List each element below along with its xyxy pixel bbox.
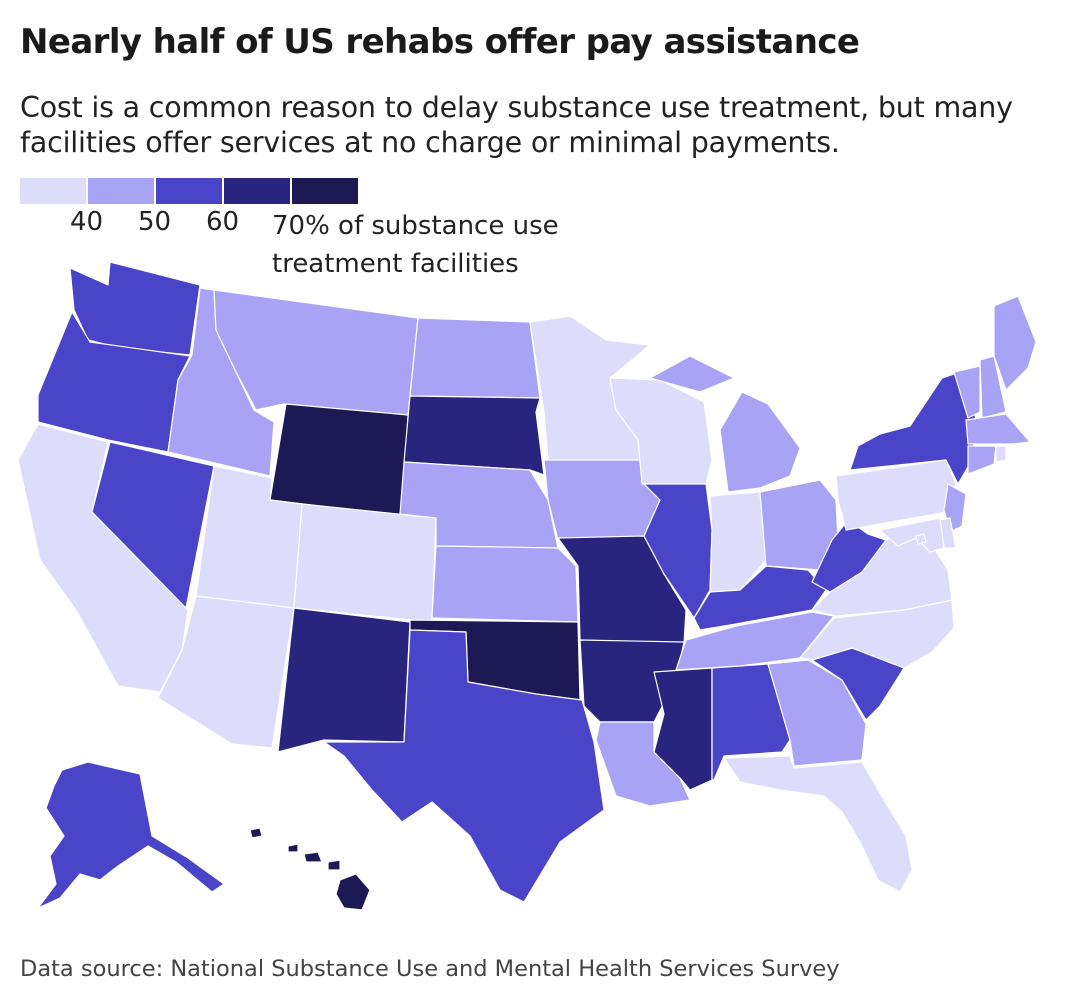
chart-subtitle: Cost is a common reason to delay substan… xyxy=(20,91,1013,159)
state-me xyxy=(993,295,1037,391)
state-wa xyxy=(69,261,201,356)
state-nd xyxy=(409,317,541,399)
state-wv xyxy=(811,519,887,593)
state-nm xyxy=(277,607,411,753)
state-ga xyxy=(767,659,867,767)
state-ak xyxy=(37,761,225,909)
state-vt xyxy=(953,365,981,419)
state-mi xyxy=(649,355,801,493)
chart-title: Nearly half of US rehabs offer pay assis… xyxy=(20,22,860,62)
state-hi xyxy=(249,827,371,911)
state-md xyxy=(879,517,945,553)
data-source-note: Data source: National Substance Use and … xyxy=(20,956,840,982)
legend-swatch-1 xyxy=(20,178,86,204)
legend-swatch-4 xyxy=(224,178,290,204)
state-wy xyxy=(269,403,409,517)
state-nh xyxy=(979,355,1007,419)
state-nc xyxy=(799,599,955,669)
state-ct xyxy=(967,445,997,475)
legend-tick-40: 40 xyxy=(70,207,104,237)
state-tx xyxy=(323,629,605,903)
state-ri xyxy=(995,445,1007,463)
state-ks xyxy=(431,545,579,623)
legend-swatch-2 xyxy=(88,178,154,204)
state-nv xyxy=(91,441,215,609)
color-legend: 40 50 60 70% of substance use treatment … xyxy=(20,178,580,279)
state-ma xyxy=(965,413,1031,445)
legend-unit-label: 70% of substance use treatment facilitie… xyxy=(272,211,559,279)
state-co xyxy=(293,503,437,623)
state-la xyxy=(595,721,691,807)
legend-tick-50: 50 xyxy=(138,207,172,237)
legend-tick-60: 60 xyxy=(206,207,240,237)
legend-swatch-3 xyxy=(156,178,222,204)
state-ca xyxy=(17,423,189,693)
state-fl xyxy=(723,755,913,893)
legend-swatch-5 xyxy=(292,178,358,204)
state-dc xyxy=(915,533,927,545)
